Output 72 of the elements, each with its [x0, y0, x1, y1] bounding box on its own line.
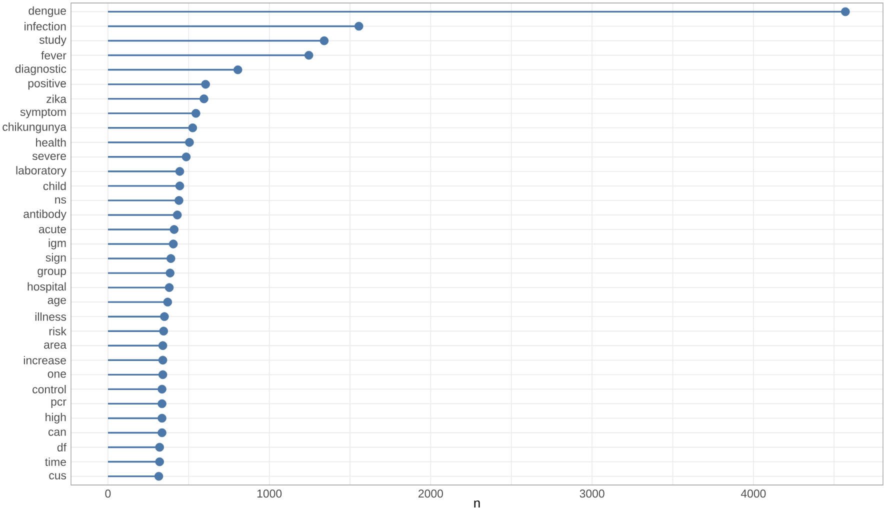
x-tick-label: 3000 [580, 490, 604, 498]
point [304, 50, 314, 60]
y-tick-label: illness [35, 312, 66, 321]
x-tick-label: 1000 [257, 490, 282, 498]
y-tick-label: chikungunya [2, 122, 66, 134]
y-tick-label: zika [46, 94, 66, 104]
y-tick-label: fever [41, 51, 66, 60]
x-tick-label: 2000 [418, 490, 443, 498]
point [158, 341, 168, 350]
y-tick-label: child [43, 182, 66, 190]
y-tick-label: sign [46, 253, 66, 264]
y-tick-label: ns [55, 197, 66, 204]
y-tick-label: one [48, 372, 66, 378]
x-tick-label: 4000 [740, 490, 766, 498]
y-tick-label: dengue [28, 6, 66, 18]
y-tick-label: increase [24, 356, 66, 364]
point [158, 384, 166, 394]
point [158, 414, 166, 423]
point [159, 326, 168, 336]
point [164, 283, 174, 292]
point [320, 36, 329, 46]
y-tick-label: time [45, 458, 66, 466]
point [182, 152, 191, 162]
y-tick-label: cus [49, 473, 66, 480]
point [174, 196, 184, 205]
y-tick-label: age [48, 298, 66, 306]
point [188, 123, 198, 132]
point [192, 108, 200, 118]
y-tick-label: health [36, 138, 66, 147]
y-tick-label: symptom [20, 108, 66, 118]
point [201, 80, 210, 89]
point [166, 254, 176, 263]
y-tick-label: positive [28, 78, 66, 90]
y-tick-label: igm [48, 238, 66, 250]
point [354, 22, 364, 31]
point [233, 65, 242, 74]
point [175, 182, 184, 190]
y-tick-label: severe [32, 154, 66, 160]
point [200, 94, 208, 104]
point [175, 167, 184, 176]
point [158, 428, 166, 438]
y-tick-label: diagnostic [15, 64, 66, 76]
y-tick-label: risk [49, 326, 66, 336]
point [154, 472, 164, 481]
point [158, 370, 168, 380]
y-tick-label: antibody [24, 210, 66, 220]
y-tick-label: study [39, 35, 66, 46]
point [172, 210, 182, 220]
point [155, 457, 164, 466]
x-tick-label: 0 [105, 490, 111, 498]
point [160, 312, 169, 321]
y-tick-label: control [32, 384, 66, 394]
y-tick-label: area [44, 342, 66, 349]
y-tick-label: group [38, 268, 66, 278]
x-axis-title: n [474, 500, 480, 508]
point [841, 7, 850, 16]
y-tick-label: acute [38, 226, 66, 234]
point [155, 442, 164, 452]
point [166, 268, 174, 278]
y-tick-label: high [46, 412, 66, 424]
point [168, 240, 178, 248]
y-tick-label: can [48, 430, 66, 436]
y-tick-label: laboratory [16, 166, 66, 177]
point [185, 138, 194, 147]
point [158, 356, 168, 365]
point [170, 225, 179, 234]
y-tick-label: hospital [28, 282, 66, 293]
point [163, 298, 172, 306]
y-tick-label: pcr [51, 399, 66, 408]
y-tick-label: df [57, 443, 66, 452]
y-tick-label: infection [24, 22, 66, 30]
point [158, 399, 166, 408]
